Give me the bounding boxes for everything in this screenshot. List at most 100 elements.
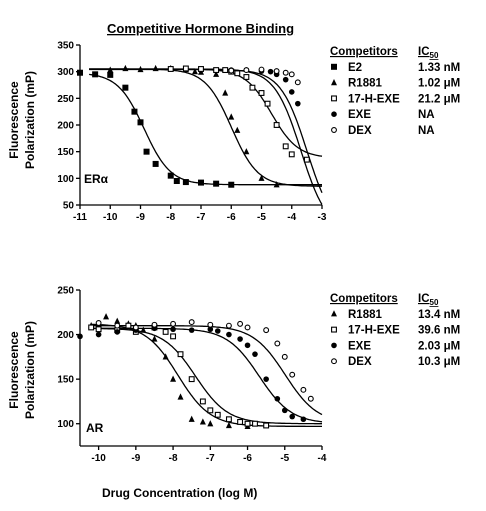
data-point [143, 148, 150, 155]
data-point [137, 65, 144, 73]
data-point [213, 70, 220, 77]
y-axis-title: Fluorescence [7, 81, 21, 159]
ic50-header: IC50 [418, 293, 439, 307]
x-tick-label: -5 [280, 453, 289, 464]
x-tick-label: -7 [197, 212, 206, 223]
data-point [222, 89, 229, 96]
x-axis-label: Drug Concentration (log M) [102, 486, 257, 500]
panel-label: AR [86, 421, 104, 435]
data-point [225, 416, 232, 423]
data-point [258, 174, 265, 181]
data-point [263, 327, 270, 334]
data-point [282, 69, 289, 76]
legend-marker [331, 342, 337, 349]
fit-curve [91, 325, 323, 416]
legend-ic50-value: 1.02 μM [418, 78, 460, 90]
x-tick-label: -4 [287, 212, 296, 223]
data-point [258, 66, 265, 73]
legend-series-name: EXE [348, 340, 371, 352]
data-point [244, 324, 251, 331]
legend-series-name: EXE [348, 109, 371, 121]
legend-header: Competitors [330, 293, 398, 305]
data-point [228, 67, 235, 74]
x-tick-label: -5 [257, 212, 266, 223]
data-point [234, 126, 241, 133]
data-point [132, 324, 139, 331]
y-tick-label: 200 [57, 330, 74, 341]
data-point [264, 100, 271, 107]
data-point [107, 66, 114, 73]
data-point [95, 326, 102, 333]
legend-marker [331, 358, 337, 365]
data-point [273, 181, 280, 188]
data-point [273, 122, 280, 128]
legend-series-name: R1881 [348, 78, 382, 90]
data-point [207, 407, 214, 414]
y-tick-label: 200 [57, 121, 74, 132]
legend-series-name: 17-H-EXE [348, 93, 400, 105]
legend-ic50-value: 2.03 μM [418, 340, 460, 352]
data-point [282, 143, 289, 150]
panel-label: ERα [84, 172, 109, 186]
data-point [274, 340, 281, 347]
y-tick-label: 350 [57, 41, 74, 52]
data-point [199, 418, 206, 425]
legend-marker [331, 326, 337, 333]
data-point [237, 336, 243, 342]
data-point [198, 66, 204, 72]
legend-marker [331, 79, 337, 86]
ic50-header: IC50 [418, 46, 439, 60]
y-tick-label: 150 [57, 375, 74, 386]
data-point [214, 328, 221, 334]
data-point [140, 326, 147, 333]
legend-series-name: R1881 [348, 309, 382, 321]
x-tick-label: -9 [131, 453, 140, 464]
data-point [125, 322, 132, 329]
x-tick-label: -7 [206, 453, 215, 464]
data-point [162, 328, 169, 335]
data-point [131, 108, 138, 115]
y-axis-title: Polarization (mP) [23, 321, 37, 419]
y-tick-label: 250 [57, 286, 74, 297]
data-point [170, 326, 176, 333]
y-axis-title: Fluorescence [7, 331, 21, 409]
data-point [173, 178, 180, 184]
y-tick-label: 250 [57, 94, 74, 105]
data-point [170, 333, 177, 340]
data-point [167, 66, 174, 72]
data-point [95, 320, 102, 326]
legend-series-name: 17-H-EXE [348, 325, 400, 337]
data-point [170, 375, 177, 382]
data-point [237, 320, 244, 327]
data-point [151, 321, 158, 328]
data-point [92, 71, 99, 78]
data-point [300, 416, 307, 423]
legend-marker [331, 95, 337, 102]
data-point [182, 65, 189, 72]
data-point [244, 420, 251, 427]
data-point [213, 67, 220, 74]
data-point [243, 74, 250, 80]
legend-series-name: DEX [348, 356, 372, 368]
data-point [122, 84, 129, 91]
data-point [199, 398, 206, 405]
data-point [213, 180, 220, 187]
data-point [222, 67, 229, 74]
legend-ic50-value: NA [418, 125, 435, 137]
fit-curve [89, 73, 322, 186]
y-tick-label: 50 [63, 201, 75, 212]
data-point [263, 422, 270, 429]
x-tick-label: -8 [166, 212, 175, 223]
data-point [307, 395, 314, 402]
data-point [244, 342, 251, 349]
data-point [152, 64, 159, 72]
data-point [114, 329, 121, 335]
data-point [282, 76, 289, 83]
data-point [249, 84, 256, 91]
data-point [252, 420, 258, 427]
data-point [191, 68, 198, 75]
data-point [252, 351, 258, 357]
y-tick-label: 100 [57, 419, 74, 430]
data-point [289, 413, 296, 420]
data-point [182, 179, 189, 186]
